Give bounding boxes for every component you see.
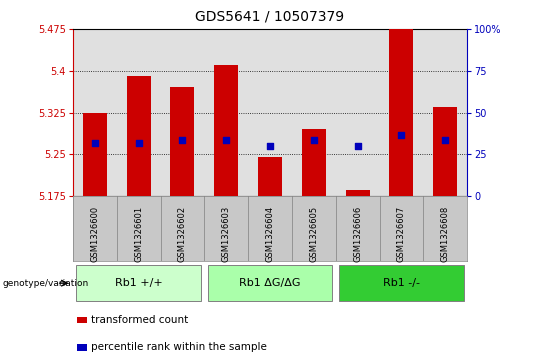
Point [91,140,99,146]
Bar [83,113,107,196]
Text: GSM1326608: GSM1326608 [441,206,450,262]
Bar [302,129,326,196]
FancyBboxPatch shape [208,265,332,301]
FancyBboxPatch shape [76,265,201,301]
Point [222,138,231,143]
Text: Rb1 -/-: Rb1 -/- [383,278,420,288]
Point [266,143,274,149]
Bar [214,65,238,196]
Text: GDS5641 / 10507379: GDS5641 / 10507379 [195,9,345,23]
Text: GSM1326600: GSM1326600 [90,206,99,262]
FancyBboxPatch shape [339,265,464,301]
Bar [77,317,87,323]
Text: GSM1326604: GSM1326604 [266,206,274,262]
Text: percentile rank within the sample: percentile rank within the sample [91,342,267,352]
Text: GSM1326606: GSM1326606 [353,206,362,262]
Text: GSM1326607: GSM1326607 [397,206,406,262]
Point [353,143,362,149]
Point [134,140,143,146]
Text: transformed count: transformed count [91,315,188,325]
Bar [126,76,151,196]
Bar [433,107,457,196]
Text: genotype/variation: genotype/variation [3,279,89,287]
Bar [170,87,194,196]
Bar [346,191,370,196]
Text: GSM1326605: GSM1326605 [309,206,318,262]
Bar [77,344,87,351]
Text: GSM1326603: GSM1326603 [222,206,231,262]
Text: GSM1326602: GSM1326602 [178,206,187,262]
Point [178,138,187,143]
Bar [389,29,414,196]
Point [309,138,318,143]
Bar [258,157,282,196]
Point [397,132,406,138]
Point [441,138,449,143]
Text: Rb1 +/+: Rb1 +/+ [114,278,163,288]
Text: GSM1326601: GSM1326601 [134,206,143,262]
Text: Rb1 ΔG/ΔG: Rb1 ΔG/ΔG [239,278,301,288]
